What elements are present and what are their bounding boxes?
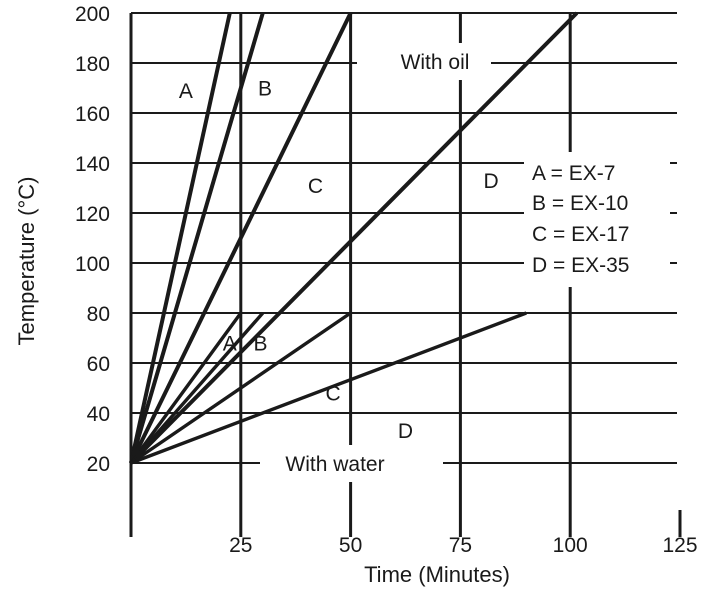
x-tick-label: 75	[449, 534, 472, 557]
y-tick-label: 100	[75, 253, 110, 276]
y-tick-label: 40	[87, 403, 110, 426]
y-tick-label: 120	[75, 203, 110, 226]
series-line-b-oil	[129, 12, 265, 464]
curve-label-a: A	[223, 333, 237, 356]
series-line-a-oil	[129, 12, 232, 464]
y-tick-label: 140	[75, 153, 110, 176]
series-line-d-water	[130, 311, 527, 465]
y-tick-label: 200	[75, 3, 110, 26]
legend-entry-c: C = EX-17	[532, 223, 629, 246]
curve-label-d: D	[484, 170, 499, 193]
series-line-a-water	[129, 311, 243, 465]
curve-label-c: C	[308, 175, 323, 198]
legend-entry-a: A = EX-7	[532, 162, 615, 185]
series-lines	[129, 11, 579, 465]
with-water-label-bg	[260, 445, 443, 482]
text-labels: With oil With water A = EX-7 B = EX-10 C…	[14, 51, 629, 587]
series-line-b-water	[129, 311, 265, 465]
tick-labels: 20 40 60 80 100 120 140 160 180 200 25 50 75 100 125	[75, 3, 698, 557]
text-boxes	[260, 43, 670, 482]
series-line-c-oil	[129, 12, 353, 464]
y-tick-label: 180	[75, 53, 110, 76]
y-tick-label: 60	[87, 353, 110, 376]
with-oil-label-bg	[357, 43, 491, 80]
x-tick-label: 50	[339, 534, 362, 557]
legend-entry-d: D = EX-35	[532, 254, 629, 277]
with-water-label: With water	[285, 453, 384, 476]
y-axis-label: Temperature (°C)	[14, 177, 39, 346]
x-tick-label: 125	[662, 534, 697, 557]
y-tick-label: 80	[87, 303, 110, 326]
curve-labels: A BC DA BCD	[179, 78, 499, 444]
x-tick-label: 100	[553, 534, 588, 557]
curve-label-a: A	[179, 80, 193, 103]
y-tick-label: 20	[87, 453, 110, 476]
legend-bg	[524, 152, 670, 287]
legend-entry-b: B = EX-10	[532, 192, 628, 215]
curve-label-b: B	[258, 78, 272, 101]
series-line-d-oil	[129, 11, 579, 465]
x-axis-label: Time (Minutes)	[364, 562, 510, 587]
curve-label-c: C	[325, 383, 340, 406]
curve-label-d: D	[398, 420, 413, 443]
x-tick-label: 25	[229, 534, 252, 557]
with-oil-label: With oil	[401, 51, 470, 74]
y-tick-label: 160	[75, 103, 110, 126]
series-line-c-water	[130, 311, 352, 465]
curve-label-b: B	[254, 333, 268, 356]
